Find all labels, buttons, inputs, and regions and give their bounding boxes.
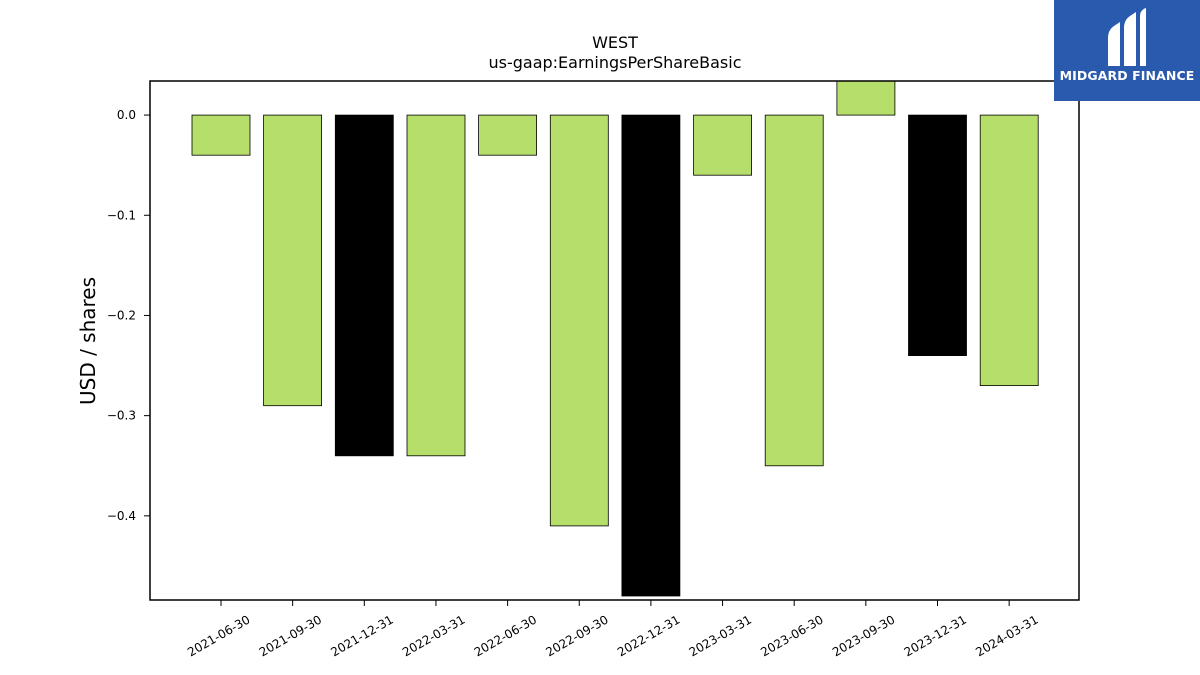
x-tick-label: 2022-03-31: [400, 612, 467, 659]
x-tick-label: 2021-12-31: [328, 612, 395, 659]
bar-2021-09-30: [263, 114, 323, 407]
bar-2022-06-30: [478, 114, 538, 156]
x-tick-label: 2024-03-31: [973, 612, 1040, 659]
bar-2023-06-30: [764, 114, 824, 467]
bar-2021-06-30: [191, 114, 251, 156]
bar-2024-03-31: [979, 114, 1039, 386]
bar-2023-03-31: [693, 114, 752, 176]
bar-2023-09-30: [836, 80, 896, 116]
plot-frame: [149, 80, 1080, 601]
bar-2022-09-30: [549, 114, 609, 527]
x-tick-label: 2021-06-30: [185, 612, 252, 659]
x-tick-label: 2023-12-31: [902, 612, 969, 659]
bar-2021-12-31: [334, 114, 394, 457]
logo-text: MIDGARD FINANCE: [1059, 68, 1195, 83]
x-tick-label: 2022-12-31: [615, 612, 682, 659]
chart-title: WEST: [592, 33, 638, 52]
midgard-logo-icon: [1108, 8, 1146, 66]
y-tick-label: 0.0: [117, 108, 136, 122]
x-tick-label: 2022-09-30: [543, 612, 610, 659]
y-tick-label: −0.4: [107, 509, 136, 523]
y-axis-label: USD / shares: [76, 277, 100, 405]
y-tick-label: −0.1: [107, 208, 136, 222]
chart-subtitle: us-gaap:EarningsPerShareBasic: [488, 53, 741, 72]
x-tick-label: 2021-09-30: [257, 612, 324, 659]
x-tick-label: 2023-03-31: [687, 612, 754, 659]
bar-2023-12-31: [908, 114, 967, 356]
bar-2022-12-31: [621, 114, 681, 597]
x-tick-label: 2023-09-30: [830, 612, 897, 659]
bar-2022-03-31: [406, 114, 466, 457]
y-tick-label: −0.3: [107, 409, 136, 423]
y-tick-label: −0.2: [107, 308, 136, 322]
bars-layer: [191, 80, 1039, 597]
x-tick-label: 2023-06-30: [758, 612, 825, 659]
x-tick-label: 2022-06-30: [472, 612, 539, 659]
midgard-finance-logo: MIDGARD FINANCE: [1054, 0, 1200, 101]
